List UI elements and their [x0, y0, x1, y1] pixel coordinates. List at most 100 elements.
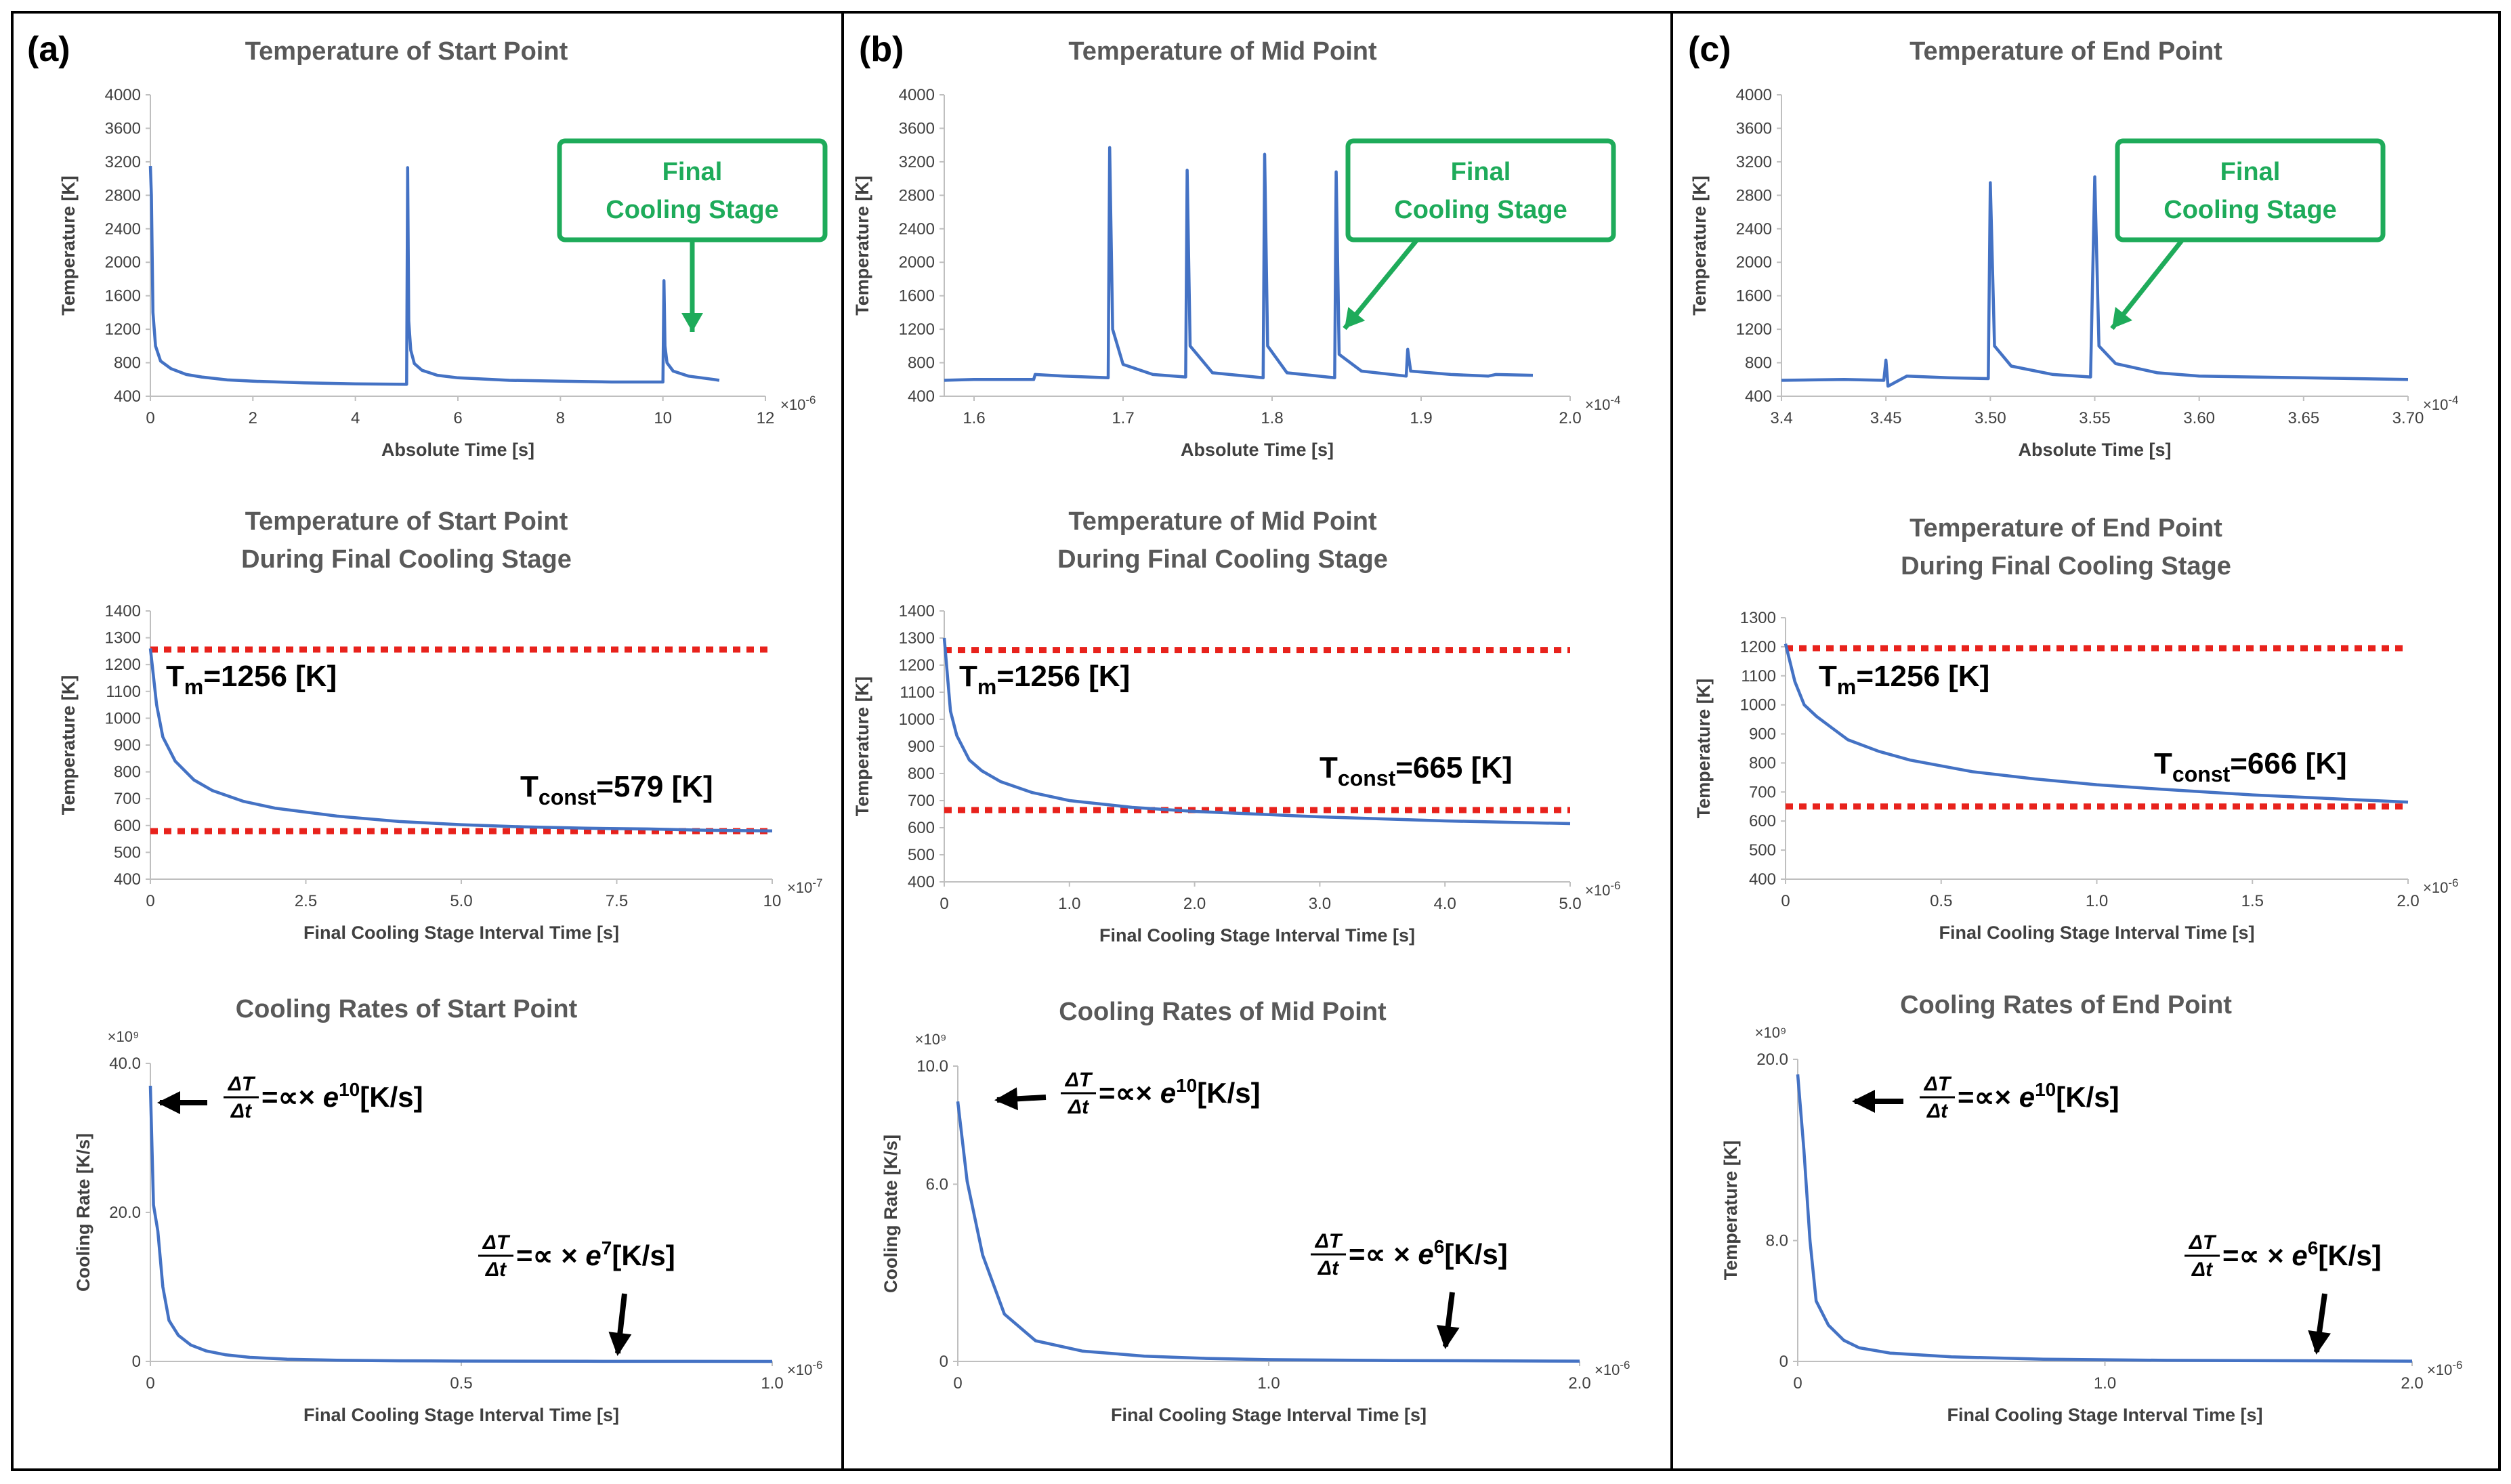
- x-tick-label: 1.0: [2094, 1374, 2116, 1393]
- callout-arrow-shaft: [1343, 238, 1419, 331]
- x-axis-label: Absolute Time [s]: [381, 440, 534, 460]
- x-tick-label: 1.0: [1058, 895, 1080, 913]
- formula-numerator: ΔT: [228, 1073, 256, 1095]
- y-tick-label: 500: [908, 846, 935, 864]
- chart-title: Temperature of Start Point: [245, 37, 568, 66]
- y-tick-label: 800: [114, 354, 141, 373]
- y-tick-label: 4000: [105, 86, 141, 104]
- y-tick-label: 6.0: [926, 1175, 948, 1193]
- y-tick-label: 2400: [1736, 220, 1772, 238]
- x-tick-label: 1.0: [1257, 1374, 1280, 1393]
- x-axis-label: Absolute Time [s]: [2018, 440, 2171, 460]
- x-tick-label: 7.5: [606, 892, 628, 910]
- chart-a2: Temperature of Start Point During Final C…: [58, 507, 822, 943]
- y-multiplier: ×10⁹: [915, 1031, 947, 1048]
- x-tick-label: 12: [757, 409, 775, 427]
- y-tick-label: 1600: [105, 287, 141, 305]
- formula-numerator: ΔT: [1924, 1073, 1952, 1095]
- x-tick-label: 0.5: [450, 1374, 472, 1393]
- y-tick-label: 0: [1779, 1353, 1788, 1371]
- chart-title: Cooling Rates of Mid Point: [1059, 998, 1387, 1026]
- formula-rhs: =∝ × e6[K/s]: [2222, 1237, 2382, 1271]
- y-tick-label: 3600: [105, 119, 141, 137]
- callout-text: Final: [1451, 158, 1511, 186]
- callout-arrow-head: [1345, 307, 1366, 328]
- panel-letter: (b): [859, 30, 904, 69]
- series-line: [1784, 643, 2409, 804]
- x-tick-label: 0: [953, 1374, 962, 1393]
- x-multiplier: ×10-6: [1595, 1359, 1630, 1378]
- x-tick-label: 3.65: [2287, 409, 2319, 427]
- callout-text: Final: [662, 158, 723, 186]
- y-tick-label: 1200: [105, 320, 141, 339]
- y-axis-label: Temperature [K]: [58, 675, 79, 815]
- formula-denominator: Δt: [485, 1258, 507, 1281]
- y-tick-label: 1100: [106, 683, 141, 701]
- y-tick-label: 0: [132, 1353, 141, 1371]
- x-multiplier: ×10-6: [1585, 879, 1620, 899]
- callout-box: [557, 138, 828, 242]
- x-tick-label: 3.0: [1309, 895, 1331, 913]
- x-tick-label: 5.0: [1559, 895, 1581, 913]
- chart-title: Cooling Rates of End Point: [1900, 991, 2232, 1019]
- melting-temp-label: Tm=1256 [K]: [166, 660, 337, 699]
- formula-denominator: Δt: [1068, 1096, 1090, 1118]
- y-tick-label: 1100: [900, 683, 935, 702]
- y-tick-label: 600: [908, 819, 935, 837]
- y-axis-label: Cooling Rate [K/s]: [881, 1135, 901, 1293]
- cooling-rate-high-formula: ΔT Δt =∝× e10[K/s]: [224, 1073, 423, 1122]
- chart-title: During Final Cooling Stage: [1057, 545, 1388, 574]
- y-tick-label: 8.0: [1766, 1232, 1788, 1250]
- formula-denominator: Δt: [1926, 1100, 1949, 1122]
- constant-temp-label: Tconst=665 [K]: [1320, 751, 1513, 790]
- x-tick-label: 5.0: [450, 892, 472, 910]
- y-tick-label: 1000: [105, 709, 141, 727]
- cooling-rate-high-formula: ΔT Δt =∝× e10[K/s]: [1061, 1069, 1261, 1118]
- x-tick-label: 0: [146, 409, 154, 427]
- x-tick-label: 10: [763, 892, 782, 910]
- y-tick-label: 800: [114, 763, 141, 782]
- annotation-arrow-head: [994, 1087, 1018, 1111]
- y-tick-label: 400: [114, 387, 141, 406]
- x-axis-label: Final Cooling Stage Interval Time [s]: [1099, 925, 1415, 946]
- cooling-rate-low-formula: ΔT Δt =∝ × e6[K/s]: [2185, 1231, 2382, 1281]
- y-axis-label: Temperature [K]: [1721, 1141, 1741, 1281]
- y-tick-label: 1100: [1741, 667, 1776, 685]
- y-tick-label: 2000: [105, 253, 141, 272]
- formula-rhs: =∝× e10[K/s]: [1958, 1079, 2119, 1113]
- x-tick-label: 0: [1781, 892, 1790, 910]
- x-tick-label: 2.0: [1568, 1374, 1590, 1393]
- annotation-arrow-head: [1852, 1090, 1875, 1113]
- y-tick-label: 900: [1749, 725, 1776, 744]
- y-tick-label: 1200: [1740, 638, 1776, 656]
- y-multiplier: ×10⁹: [108, 1028, 140, 1045]
- y-tick-label: 4000: [899, 86, 935, 104]
- series-line: [1796, 1074, 2413, 1363]
- x-tick-label: 3.55: [2079, 409, 2111, 427]
- chart-title: Temperature of Start Point: [245, 507, 568, 536]
- series-line: [944, 146, 1534, 382]
- x-tick-label: 1.8: [1261, 409, 1283, 427]
- chart-a3: Cooling Rates of Start Point 0 20.0 40.0 0 0.…: [73, 995, 822, 1425]
- chart-title: Temperature of Mid Point: [1068, 37, 1377, 66]
- y-tick-label: 3600: [899, 119, 935, 137]
- callout-arrow-head: [681, 313, 703, 332]
- x-tick-label: 1.5: [2241, 892, 2264, 910]
- formula-numerator: ΔT: [1065, 1069, 1093, 1091]
- y-tick-label: 1600: [899, 287, 935, 305]
- y-axis-label: Cooling Rate [K/s]: [73, 1133, 93, 1292]
- y-tick-label: 500: [114, 843, 141, 862]
- y-multiplier: ×10⁹: [1755, 1024, 1787, 1041]
- cooling-rate-low-formula: ΔT Δt =∝ × e6[K/s]: [1311, 1230, 1508, 1279]
- chart-c1: Temperature of End Point 400 800 1200 1600 20…: [1689, 37, 2458, 460]
- x-axis-label: Final Cooling Stage Interval Time [s]: [1947, 1405, 2262, 1425]
- formula-denominator: Δt: [2191, 1258, 2214, 1281]
- x-tick-label: 4.0: [1434, 895, 1456, 913]
- x-axis-label: Final Cooling Stage Interval Time [s]: [1939, 923, 2254, 943]
- formula-numerator: ΔT: [482, 1231, 511, 1254]
- y-tick-label: 3600: [1736, 119, 1772, 137]
- chart-title: During Final Cooling Stage: [241, 545, 572, 574]
- callout-box: [2115, 138, 2386, 242]
- chart-c2: Temperature of End Point During Final Coo…: [1693, 514, 2458, 943]
